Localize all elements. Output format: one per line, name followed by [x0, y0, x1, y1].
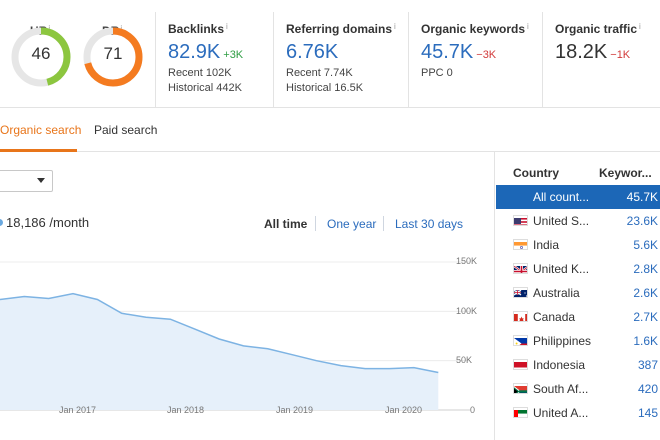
- country-keywords-value[interactable]: 2.6K: [633, 286, 658, 300]
- dr-gauge: [83, 27, 143, 87]
- organic-traffic-delta: −1K: [610, 49, 631, 61]
- y-tick-label: 100K: [456, 306, 478, 316]
- organic-keywords-stat: Organic keywords i 45.7K −3K PPC 0: [421, 22, 529, 79]
- legend-dot-icon: [0, 219, 3, 226]
- metrics-bar: URi 46 DRi 71 Backlinks i 82.9K +3K Recent…: [0, 0, 660, 108]
- flag-ph-icon: [513, 335, 528, 346]
- country-name: United K...: [533, 262, 590, 276]
- country-keywords-value[interactable]: 387: [637, 358, 658, 372]
- country-row[interactable]: Philippines 1.6K: [496, 329, 660, 353]
- y-tick-label: 150K: [456, 256, 478, 266]
- traffic-per-month: 18,186 /month: [6, 215, 90, 230]
- organic-keywords-title: Organic keywords i: [421, 22, 529, 36]
- country-row[interactable]: United S... 23.6K: [496, 209, 660, 233]
- country-keywords-value[interactable]: 420: [637, 382, 658, 396]
- x-tick-label: Jan 2020: [385, 405, 423, 415]
- flag-uk-icon: [513, 263, 528, 274]
- dr-value: 71: [103, 44, 123, 63]
- divider: [542, 12, 543, 108]
- country-row[interactable]: India 5.6K: [496, 233, 660, 257]
- country-keywords-value[interactable]: 2.7K: [633, 310, 658, 324]
- country-row[interactable]: Australia 2.6K: [496, 281, 660, 305]
- country-keywords-value[interactable]: 5.6K: [633, 238, 658, 252]
- divider: [155, 12, 156, 108]
- referring-domains-recent: Recent 7.74K: [286, 67, 353, 79]
- range-all-time[interactable]: All time: [264, 217, 308, 231]
- organic-keywords-value[interactable]: 45.7K: [421, 41, 474, 63]
- range-separator: [383, 216, 384, 231]
- organic-keywords-ppc: PPC 0: [421, 67, 453, 79]
- referring-domains-title: Referring domains i: [286, 22, 396, 36]
- country-name: Canada: [533, 310, 576, 324]
- traffic-area: [0, 293, 439, 410]
- country-row[interactable]: United K... 2.8K: [496, 257, 660, 281]
- country-name: All count...: [533, 190, 590, 204]
- flag-za-icon: [513, 383, 528, 394]
- country-name: United S...: [533, 214, 590, 228]
- ur-gauge: [11, 27, 71, 87]
- country-keywords-value[interactable]: 45.7K: [626, 190, 658, 204]
- country-row[interactable]: United A... 145: [496, 401, 660, 425]
- country-keywords-value[interactable]: 145: [637, 406, 658, 420]
- referring-domains-historical: Historical 16.5K: [286, 82, 364, 94]
- flag-ae-icon: [513, 407, 528, 418]
- backlinks-recent: Recent 102K: [168, 67, 232, 79]
- country-keywords-value[interactable]: 1.6K: [633, 334, 658, 348]
- country-name: Australia: [533, 286, 580, 300]
- range-one-year[interactable]: One year: [327, 217, 377, 231]
- referring-domains-stat: Referring domains i 6.76K Recent 7.74K Hi…: [286, 22, 396, 94]
- search-type-tabs: Organic search Paid search: [0, 108, 660, 152]
- backlinks-title: Backlinks i: [168, 22, 228, 36]
- country-keywords-value[interactable]: 2.8K: [633, 262, 658, 276]
- y-tick-label: 0: [470, 405, 476, 415]
- ur-gauge-arc: [11, 27, 71, 87]
- range-separator: [315, 216, 316, 231]
- country-row[interactable]: Canada 2.7K: [496, 305, 660, 329]
- country-column-header[interactable]: Country: [513, 166, 559, 180]
- flag-id-icon: [513, 359, 528, 370]
- country-name: United A...: [533, 406, 589, 420]
- x-tick-label: Jan 2019: [276, 405, 314, 415]
- country-keywords-value[interactable]: 23.6K: [626, 214, 658, 228]
- country-name: India: [533, 238, 560, 252]
- dr-gauge-arc: [83, 27, 143, 87]
- country-row[interactable]: All count... 45.7K: [496, 185, 660, 209]
- country-row[interactable]: Indonesia 387: [496, 353, 660, 377]
- flag-us-icon: [513, 215, 528, 226]
- backlinks-value[interactable]: 82.9K: [168, 41, 221, 63]
- tab-organic-search[interactable]: Organic search: [0, 123, 82, 137]
- traffic-line: [0, 292, 439, 374]
- ur-value: 46: [31, 44, 51, 63]
- backlinks-stat: Backlinks i 82.9K +3K Recent 102K Historic…: [168, 22, 243, 94]
- backlinks-delta: +3K: [223, 49, 244, 61]
- country-name: Philippines: [533, 334, 592, 348]
- active-tab-indicator: [0, 149, 77, 152]
- referring-domains-value[interactable]: 6.76K: [286, 41, 339, 63]
- organic-traffic-stat: Organic traffic i 18.2K −1K: [555, 22, 641, 64]
- tab-paid-search[interactable]: Paid search: [94, 123, 158, 137]
- organic-traffic-title: Organic traffic i: [555, 22, 641, 36]
- organic-keywords-delta: −3K: [476, 49, 497, 61]
- backlinks-historical: Historical 442K: [168, 82, 242, 94]
- country-name: South Af...: [533, 382, 589, 396]
- chart-select-dropdown[interactable]: [0, 170, 53, 192]
- x-tick-label: Jan 2017: [59, 405, 97, 415]
- flag-in-icon: [513, 239, 528, 250]
- keywords-column-header[interactable]: Keywor...: [599, 166, 652, 180]
- flag-ca-icon: [513, 311, 528, 322]
- x-tick-label: Jan 2018: [167, 405, 205, 415]
- divider: [273, 12, 274, 108]
- organic-traffic-value: 18.2K: [555, 41, 608, 63]
- y-tick-label: 50K: [456, 355, 473, 365]
- range-last-30-days[interactable]: Last 30 days: [395, 217, 464, 231]
- flag-au-icon: [513, 287, 528, 298]
- organic-traffic-chart[interactable]: [0, 252, 490, 420]
- divider: [408, 12, 409, 108]
- country-row[interactable]: South Af... 420: [496, 377, 660, 401]
- caret-down-icon: [37, 178, 45, 183]
- country-name: Indonesia: [533, 358, 586, 372]
